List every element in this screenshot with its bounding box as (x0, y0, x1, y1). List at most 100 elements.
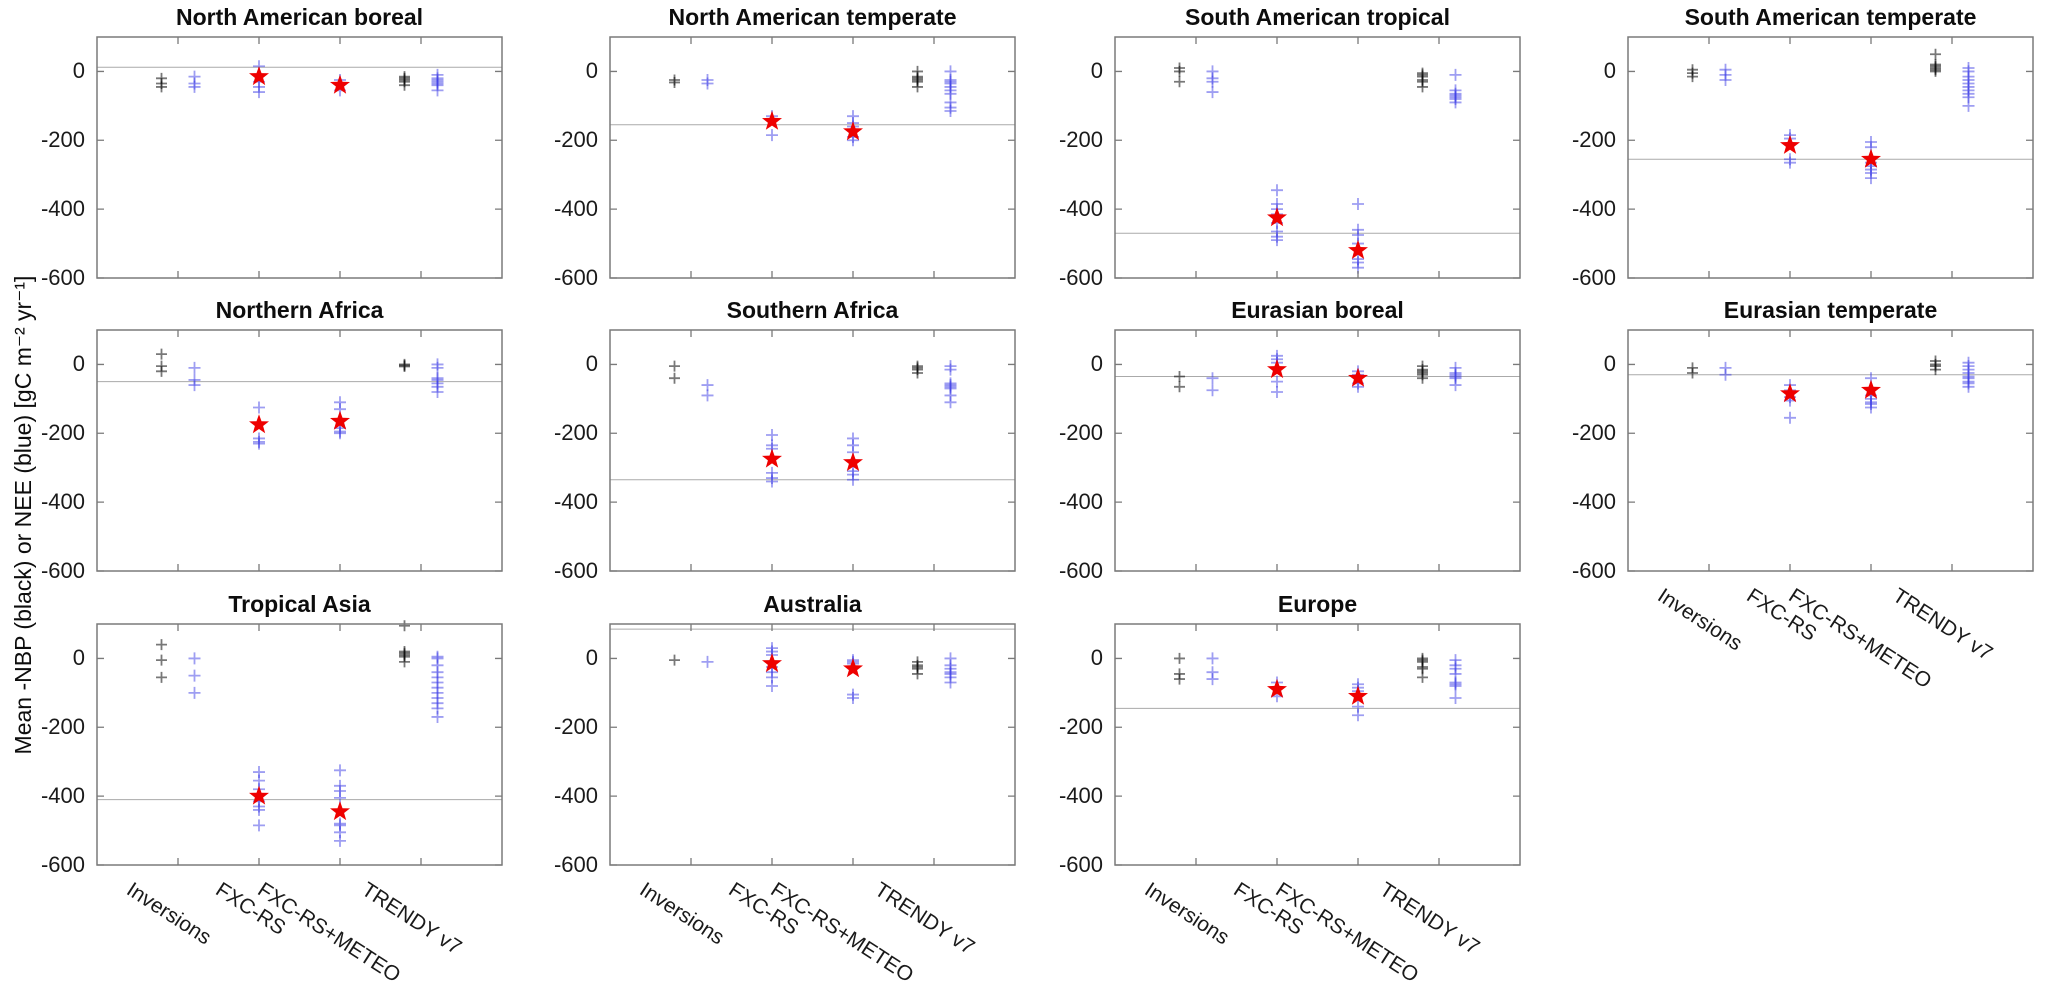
axes-border (1627, 329, 2034, 572)
y-tick-label: -200 (553, 714, 598, 740)
axes (609, 623, 1016, 866)
tick-mark (610, 330, 1015, 572)
plus-marker-black (1174, 673, 1185, 685)
plus-marker-blue (1206, 652, 1219, 665)
plus-marker-blue (431, 385, 444, 398)
star-marker (1348, 685, 1368, 705)
y-tick-label: -600 (40, 558, 85, 583)
plus-marker-black (1930, 364, 1941, 376)
tick-mark (97, 37, 502, 279)
y-tick-label: 0 (1603, 351, 1616, 377)
y-tick-label: -600 (553, 558, 598, 583)
plus-marker-blue (847, 692, 859, 705)
tick-mark (610, 37, 1015, 279)
plus-marker-blue (944, 676, 957, 689)
plus-marker-blue (847, 134, 859, 147)
axes (1627, 329, 2034, 572)
y-tick-label: -200 (1571, 127, 1616, 153)
plus-marker-blue (1449, 692, 1462, 705)
plus-marker-blue (1206, 372, 1219, 385)
plus-marker-blue (253, 437, 265, 450)
tick-mark (1115, 624, 1520, 866)
y-tick-label: -400 (1058, 783, 1103, 809)
y-tick-label: -200 (1058, 127, 1103, 153)
axes (609, 329, 1016, 572)
axes (96, 329, 503, 572)
plus-marker-black (156, 81, 167, 93)
plus-marker-blue (253, 819, 265, 832)
plus-marker-blue (431, 361, 444, 374)
plus-marker-black (669, 654, 680, 666)
plus-marker-blue (253, 803, 265, 816)
axes (96, 36, 503, 279)
star-marker (762, 448, 782, 468)
plus-marker-blue (1271, 234, 1283, 247)
plus-marker-blue (701, 655, 714, 668)
plus-marker-black (399, 79, 410, 91)
axes-border (1114, 36, 1521, 279)
y-tick-label: -600 (553, 265, 598, 290)
axes-border (1627, 36, 2034, 279)
plus-marker-black (912, 81, 923, 93)
y-tick-label: -200 (553, 420, 598, 446)
plus-marker-black (1174, 370, 1185, 382)
star-marker (1861, 379, 1881, 399)
plus-marker-blue (1865, 172, 1877, 185)
plus-marker-black (156, 348, 167, 360)
star-marker (1348, 240, 1368, 259)
star-marker (1267, 359, 1287, 379)
star-marker (1348, 367, 1368, 387)
axes-border (96, 36, 503, 279)
plus-marker-black (399, 360, 410, 372)
axes-border (609, 36, 1016, 279)
plus-marker-black (1687, 71, 1698, 83)
plus-marker-black (669, 360, 680, 372)
plus-marker-black (156, 365, 167, 377)
plus-marker-blue (701, 379, 714, 392)
x-tick-label: Inversions (122, 878, 216, 950)
y-tick-label: -400 (40, 489, 85, 515)
plus-marker-black (912, 367, 923, 379)
plus-marker-blue (847, 473, 859, 486)
axes (96, 620, 503, 866)
plus-marker-black (1174, 65, 1185, 77)
star-marker (1780, 135, 1800, 154)
axes-border (609, 623, 1016, 866)
plus-marker-black (669, 372, 680, 384)
subplot-title: South American tropical (1185, 4, 1450, 30)
plus-marker-blue (1449, 68, 1462, 81)
plus-marker-blue (1784, 156, 1796, 169)
tick-mark (97, 624, 502, 866)
plus-marker-blue (1784, 411, 1796, 424)
y-tick-label: -400 (1571, 196, 1616, 222)
plus-marker-blue (1206, 673, 1219, 686)
plus-marker-blue (1865, 401, 1877, 414)
plus-marker-black (399, 620, 410, 632)
y-tick-label: -200 (1058, 420, 1103, 446)
plus-marker-black (669, 76, 680, 88)
y-tick-label: -600 (1058, 558, 1103, 583)
y-tick-label: -200 (40, 714, 85, 740)
y-tick-label: 0 (1090, 351, 1103, 377)
x-tick-label: Inversions (1653, 584, 1747, 656)
plus-marker-blue (1271, 375, 1283, 388)
plus-marker-blue (944, 396, 957, 409)
star-marker (1780, 383, 1800, 403)
y-tick-label: -400 (553, 196, 598, 222)
plus-marker-black (1930, 65, 1941, 77)
star-marker (843, 121, 863, 141)
y-tick-label: -400 (1058, 489, 1103, 515)
plus-marker-blue (701, 77, 714, 90)
plus-marker-blue (944, 105, 957, 118)
axes (1114, 36, 1521, 279)
y-tick-label: -600 (40, 852, 85, 877)
y-tick-label: 0 (72, 58, 85, 84)
plus-marker-blue (188, 686, 201, 699)
plus-marker-blue (431, 710, 444, 723)
y-tick-label: 0 (72, 351, 85, 377)
plus-marker-blue (1719, 74, 1732, 87)
y-tick-label: -600 (1571, 558, 1616, 583)
axes-border (1114, 623, 1521, 866)
y-tick-label: -600 (40, 265, 85, 290)
